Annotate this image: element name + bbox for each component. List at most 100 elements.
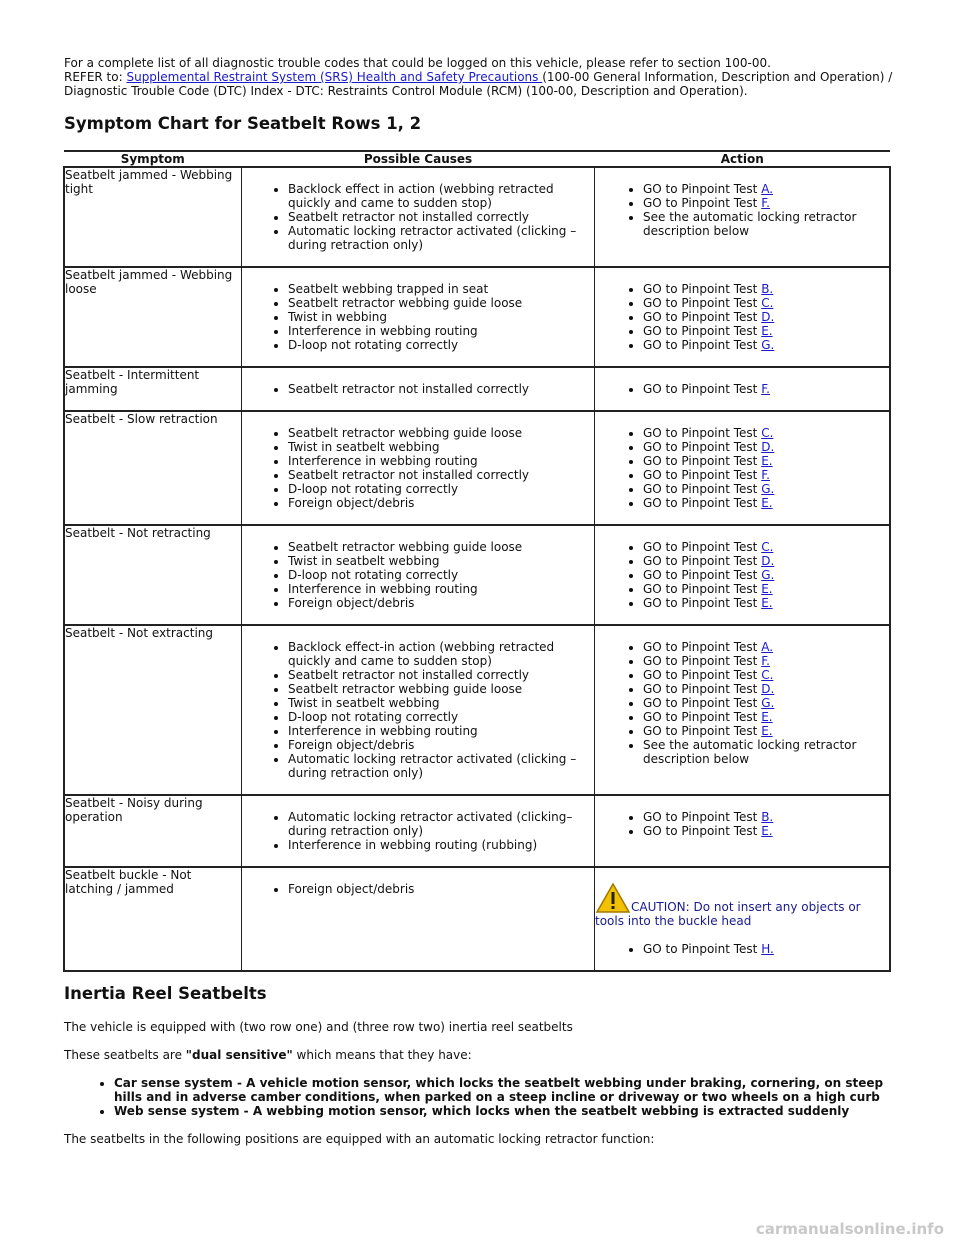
- paragraph: These seatbelts are "dual sensitive" whi…: [64, 1048, 894, 1062]
- pinpoint-link[interactable]: E.: [761, 582, 773, 596]
- paragraph: The vehicle is equipped with (two row on…: [64, 1020, 573, 1034]
- pinpoint-link[interactable]: B.: [761, 282, 774, 296]
- symptom-table: Symptom Possible Causes Action Seatbelt jam…: [63, 150, 891, 972]
- causes-cell: Seatbelt retractor webbing guide looseTw…: [241, 525, 595, 626]
- symptom-cell: Seatbelt jammed - Webbing loose: [63, 267, 242, 368]
- action-text: See the automatic locking retractor desc…: [643, 738, 857, 766]
- column-header: Possible Causes: [241, 150, 595, 168]
- cause: D-loop not rotating correctly: [288, 482, 594, 496]
- cause: Twist in seatbelt webbing: [288, 554, 594, 568]
- cause: Seatbelt retractor webbing guide loose: [288, 540, 594, 554]
- action: GO to Pinpoint Test C.: [643, 540, 889, 554]
- action: GO to Pinpoint Test E.: [643, 454, 889, 468]
- action-text: GO to Pinpoint Test: [643, 696, 762, 710]
- action: GO to Pinpoint Test B.: [643, 282, 889, 296]
- pinpoint-link[interactable]: F.: [761, 196, 770, 210]
- symptom-cell: Seatbelt buckle - Not latching / jammed: [63, 867, 242, 972]
- caution-icon: [595, 882, 631, 913]
- pinpoint-link[interactable]: B.: [761, 810, 774, 824]
- cause: Seatbelt retractor webbing guide loose: [288, 296, 594, 310]
- action: GO to Pinpoint Test G.: [643, 568, 889, 582]
- action-text: GO to Pinpoint Test: [643, 810, 762, 824]
- symptom-cell: Seatbelt - Intermittent jamming: [63, 367, 242, 412]
- intro-line: Diagnostic Trouble Code (DTC) Index - DT…: [64, 84, 748, 98]
- pinpoint-link[interactable]: G.: [761, 482, 775, 496]
- action-cell: GO to Pinpoint Test B.GO to Pinpoint Tes…: [594, 267, 891, 368]
- pinpoint-link[interactable]: D.: [761, 554, 775, 568]
- action: GO to Pinpoint Test C.: [643, 426, 889, 440]
- pinpoint-link[interactable]: D.: [761, 440, 775, 454]
- action-text: GO to Pinpoint Test: [643, 440, 762, 454]
- action-text: GO to Pinpoint Test: [643, 296, 762, 310]
- pinpoint-link[interactable]: A.: [761, 182, 774, 196]
- cause: Interference in webbing routing: [288, 582, 594, 596]
- cause: Twist in seatbelt webbing: [288, 696, 594, 710]
- pinpoint-link[interactable]: G.: [761, 696, 775, 710]
- action-text: GO to Pinpoint Test: [643, 310, 762, 324]
- action: GO to Pinpoint Test E.: [643, 724, 889, 738]
- pinpoint-link[interactable]: E.: [761, 596, 773, 610]
- action-text: GO to Pinpoint Test: [643, 468, 762, 482]
- pinpoint-link[interactable]: H.: [761, 942, 774, 956]
- causes-cell: Backlock effect in action (webbing retra…: [241, 167, 595, 268]
- cause: D-loop not rotating correctly: [288, 338, 594, 352]
- pinpoint-link[interactable]: F.: [761, 468, 770, 482]
- causes-cell: Seatbelt retractor webbing guide looseTw…: [241, 411, 595, 526]
- pinpoint-link[interactable]: D.: [761, 310, 775, 324]
- pinpoint-link[interactable]: C.: [761, 668, 774, 682]
- pinpoint-link[interactable]: D.: [761, 682, 775, 696]
- table-row: Seatbelt - Slow retractionSeatbelt retra…: [63, 411, 891, 526]
- pinpoint-link[interactable]: E.: [761, 324, 773, 338]
- causes-list: Foreign object/debris: [242, 882, 594, 896]
- action: GO to Pinpoint Test E.: [643, 582, 889, 596]
- action-text: GO to Pinpoint Test: [643, 724, 762, 738]
- pinpoint-link[interactable]: C.: [761, 426, 774, 440]
- pinpoint-link[interactable]: C.: [761, 540, 774, 554]
- pinpoint-link[interactable]: E.: [761, 710, 773, 724]
- pinpoint-link[interactable]: G.: [761, 568, 775, 582]
- cause: Foreign object/debris: [288, 496, 594, 510]
- pinpoint-link[interactable]: G.: [761, 338, 775, 352]
- action-text: GO to Pinpoint Test: [643, 282, 762, 296]
- pinpoint-link[interactable]: E.: [761, 454, 773, 468]
- cause: Foreign object/debris: [288, 882, 594, 896]
- section-heading: Inertia Reel Seatbelts: [64, 984, 267, 1003]
- pinpoint-link[interactable]: E.: [761, 824, 773, 838]
- action-text: GO to Pinpoint Test: [643, 196, 762, 210]
- actions-list: GO to Pinpoint Test A.GO to Pinpoint Tes…: [595, 182, 889, 238]
- pinpoint-link[interactable]: C.: [761, 296, 774, 310]
- action: GO to Pinpoint Test D.: [643, 310, 889, 324]
- refer-link[interactable]: Supplemental Restraint System (SRS) Heal…: [126, 70, 543, 84]
- pinpoint-link[interactable]: E.: [761, 496, 773, 510]
- cause: Twist in webbing: [288, 310, 594, 324]
- pinpoint-link[interactable]: F.: [761, 654, 770, 668]
- actions-list: GO to Pinpoint Test B.GO to Pinpoint Tes…: [595, 810, 889, 838]
- cause: Automatic locking retractor activated (c…: [288, 752, 594, 780]
- action: GO to Pinpoint Test G.: [643, 482, 889, 496]
- action-cell: GO to Pinpoint Test A. GO to Pinpoint Tes…: [594, 625, 891, 796]
- action: GO to Pinpoint Test B.: [643, 810, 889, 824]
- cause: Interference in webbing routing: [288, 454, 594, 468]
- causes-list: Backlock effect-in action (webbing retra…: [242, 640, 594, 780]
- refer-label: REFER to:: [64, 70, 127, 84]
- causes-list: Seatbelt webbing trapped in seatSeatbelt…: [242, 282, 594, 352]
- cause: Seatbelt retractor webbing guide loose: [288, 682, 594, 696]
- cause: Seatbelt retractor webbing guide loose: [288, 426, 594, 440]
- pinpoint-link[interactable]: F.: [761, 382, 770, 396]
- cause: Twist in seatbelt webbing: [288, 440, 594, 454]
- table-row: Seatbelt - Not retractingSeatbelt retrac…: [63, 525, 891, 626]
- action-cell: GO to Pinpoint Test B.GO to Pinpoint Tes…: [594, 795, 891, 868]
- action-text: GO to Pinpoint Test: [643, 338, 762, 352]
- pinpoint-link[interactable]: A.: [761, 640, 774, 654]
- refer-rest: (100-00 General Information, Description…: [542, 70, 893, 84]
- action-text: GO to Pinpoint Test: [643, 496, 762, 510]
- cause: Backlock effect in action (webbing retra…: [288, 182, 594, 210]
- action-text: GO to Pinpoint Test: [643, 482, 762, 496]
- refer-line: REFER to: Supplemental Restraint System …: [64, 70, 894, 84]
- causes-list: Seatbelt retractor webbing guide looseTw…: [242, 426, 594, 510]
- pinpoint-link[interactable]: E.: [761, 724, 773, 738]
- bold-text: "dual sensitive": [185, 1048, 293, 1062]
- action-cell: GO to Pinpoint Test A.GO to Pinpoint Tes…: [594, 167, 891, 268]
- bullet: Car sense system - A vehicle motion sens…: [114, 1076, 894, 1104]
- cause: Seatbelt retractor not installed correct…: [288, 210, 594, 224]
